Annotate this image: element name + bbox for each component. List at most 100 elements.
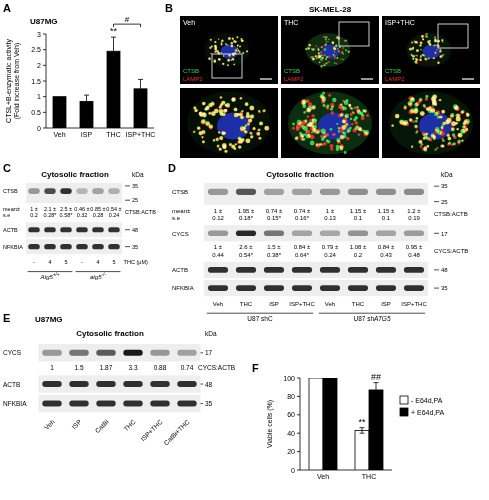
nucleus (419, 113, 452, 140)
ctsb-punctum (225, 150, 228, 153)
lamp2-punctum (233, 40, 235, 42)
lamp2-punctum (436, 147, 438, 149)
ctsb-punctum (432, 99, 436, 103)
quant-value: 0.48 (408, 252, 420, 258)
lamp2-punctum (327, 61, 329, 63)
ctsb-punctum (443, 54, 445, 56)
quant-value: 0.24 (109, 212, 120, 218)
lane-label: Veh (213, 301, 223, 307)
ctsb-punctum (320, 65, 322, 67)
band (320, 231, 340, 237)
row-label: ACTB (3, 381, 20, 388)
lamp2-punctum (220, 104, 223, 107)
lamp2-punctum (194, 109, 197, 112)
lamp2-punctum (334, 52, 335, 53)
lamp2-punctum (457, 128, 459, 130)
lamp2-punctum (250, 115, 254, 119)
ctsb-punctum (224, 109, 227, 112)
quant-value: 1 ± (214, 244, 223, 250)
ctsb-punctum (420, 111, 425, 116)
channel-label: LAMP2 (183, 76, 203, 82)
ctsb-punctum (426, 107, 429, 110)
ctsb-punctum (240, 97, 242, 99)
band (177, 381, 196, 387)
lamp2-punctum (223, 145, 227, 149)
lamp2-punctum (446, 133, 449, 136)
micrograph-panel: BSK-MEL-28VehCTSBLAMP2THCCTSBLAMP2ISP+TH… (165, 2, 480, 158)
ctsb-punctum (311, 56, 313, 58)
lamp2-punctum (321, 143, 324, 146)
ctsb-punctum (211, 111, 216, 116)
band (76, 227, 88, 232)
scale-bar (462, 78, 474, 79)
ctsb-punctum (420, 55, 422, 57)
ctsb-punctum (466, 113, 470, 117)
lamp2-punctum (416, 49, 419, 52)
lamp2-punctum (359, 128, 362, 131)
ctsb-punctum (462, 125, 466, 129)
lane-label: 5 (64, 259, 67, 265)
lamp2-punctum (420, 44, 422, 46)
band (76, 188, 88, 194)
ctsb-punctum (343, 107, 347, 111)
channel-label: CTSB (284, 68, 300, 74)
ctsb-punctum (237, 45, 238, 46)
ctsb-punctum (434, 149, 436, 151)
ctsb-punctum (333, 47, 336, 50)
quant-value: 1.08 ± (350, 244, 367, 250)
lamp2-punctum (241, 38, 243, 40)
lamp2-punctum (336, 63, 338, 65)
ctsb-punctum (435, 52, 437, 54)
lamp2-punctum (218, 58, 221, 61)
ctsb-punctum (202, 141, 205, 144)
ctsb-punctum (415, 41, 417, 43)
lamp2-punctum (244, 131, 246, 133)
ctsb-punctum (434, 45, 435, 46)
ctsb-punctum (237, 44, 239, 46)
row-label: NFKBIA (172, 285, 194, 291)
lamp2-punctum (353, 106, 356, 109)
chart-panel: FViable cells (%)020406080100VehTHC**##-… (252, 362, 444, 480)
ctsb-punctum (342, 125, 347, 130)
blot-panel: CCytosolic fractionkDaCTSB3525mean±s.e1 … (3, 162, 156, 280)
ctsb-punctum (308, 106, 313, 111)
row-label: ACTB (3, 227, 18, 233)
tick-label: 1.5 (31, 78, 41, 85)
lamp2-punctum (439, 50, 441, 52)
ctsb-punctum (427, 137, 430, 140)
tick (297, 396, 300, 397)
lamp2-punctum (462, 139, 464, 141)
ctsb-punctum (226, 103, 230, 107)
ctsb-punctum (414, 125, 417, 128)
lamp2-punctum (256, 132, 260, 136)
ctsb-punctum (437, 49, 438, 50)
ctsb-punctum (411, 145, 413, 147)
ctsb-punctum (356, 106, 359, 109)
ctsb-punctum (336, 123, 338, 125)
ctsb-punctum (263, 109, 266, 112)
condition-label: Veh (183, 19, 195, 26)
marker-label: 35 (205, 400, 213, 407)
group-label-part: Atg5 (40, 274, 54, 280)
chart-panel: AU87MGCTSL+B-enzymatic activity(Fold inc… (3, 2, 155, 138)
lamp2-punctum (416, 41, 419, 44)
lamp2-punctum (428, 57, 430, 59)
band (150, 381, 169, 387)
ctsb-punctum (201, 119, 206, 124)
ctsb-punctum (458, 140, 461, 143)
ctsb-punctum (234, 108, 238, 112)
ctsb-punctum (453, 142, 456, 145)
lamp2-punctum (224, 150, 227, 153)
lamp2-punctum (245, 102, 249, 106)
ctsb-punctum (230, 44, 233, 47)
ctsb-punctum (238, 146, 241, 149)
group-label-part: atg5 (90, 274, 102, 280)
lamp2-punctum (417, 58, 418, 59)
cytoplasm-glow (205, 33, 250, 67)
band (123, 350, 142, 356)
ctsb-punctum (231, 59, 232, 60)
ctsb-punctum (228, 37, 231, 40)
micrograph (382, 16, 480, 84)
lamp2-punctum (341, 52, 342, 53)
lamp2-punctum (308, 102, 312, 106)
